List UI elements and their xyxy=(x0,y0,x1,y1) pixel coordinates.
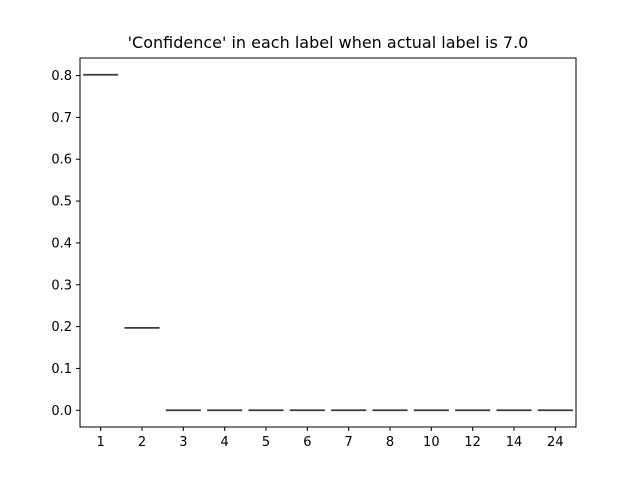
x-tick-label: 12 xyxy=(464,435,481,450)
axes-frame xyxy=(79,57,577,428)
y-tick-label: 0.6 xyxy=(51,153,72,168)
y-tick-label: 0.1 xyxy=(51,362,72,377)
x-tick-label: 14 xyxy=(506,435,523,450)
chart-title: 'Confidence' in each label when actual l… xyxy=(128,33,529,52)
x-tick-label: 1 xyxy=(97,435,105,450)
x-tick-label: 7 xyxy=(345,435,353,450)
x-tick-label: 3 xyxy=(179,435,187,450)
x-tick-label: 5 xyxy=(262,435,270,450)
y-tick-label: 0.3 xyxy=(51,278,72,293)
y-tick-label: 0.5 xyxy=(51,195,72,210)
x-tick-label: 6 xyxy=(303,435,311,450)
x-tick-label: 2 xyxy=(138,435,146,450)
y-tick-label: 0.7 xyxy=(51,111,72,126)
x-tick-label: 10 xyxy=(423,435,440,450)
y-tick-label: 0.8 xyxy=(51,69,72,84)
y-tick-label: 0.2 xyxy=(51,320,72,335)
x-tick-label: 24 xyxy=(547,435,564,450)
x-tick-label: 8 xyxy=(386,435,394,450)
x-tick-label: 4 xyxy=(221,435,229,450)
y-tick-label: 0.0 xyxy=(51,404,72,419)
plot-area: 0.00.10.20.30.40.50.60.70.81 2 3 4 5 6 7 8 10 12 1… xyxy=(51,57,577,450)
y-tick-label: 0.4 xyxy=(51,236,72,251)
